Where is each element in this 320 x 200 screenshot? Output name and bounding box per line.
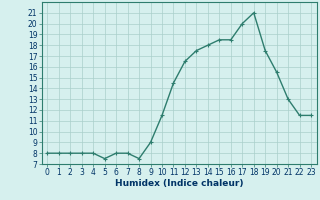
- X-axis label: Humidex (Indice chaleur): Humidex (Indice chaleur): [115, 179, 244, 188]
